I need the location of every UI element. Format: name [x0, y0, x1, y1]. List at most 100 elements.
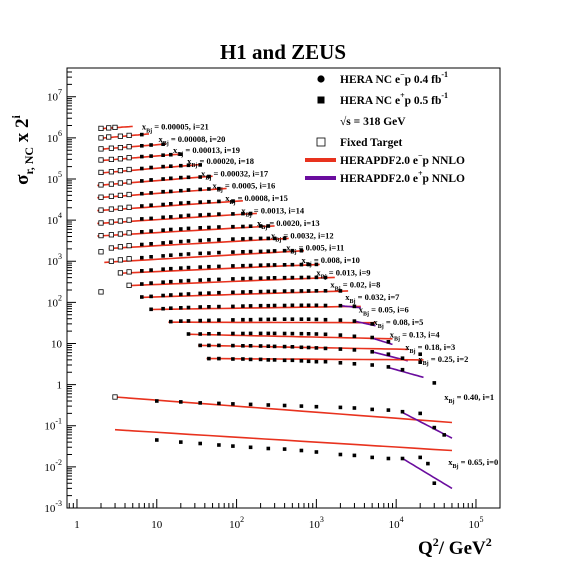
hera-point [169, 176, 173, 181]
fixed-target-point [106, 134, 112, 140]
hera-point [314, 332, 319, 336]
hera-point [169, 306, 173, 310]
hera-point [314, 289, 319, 293]
hera-point [140, 204, 144, 208]
fixed-target-point [117, 244, 123, 250]
hera-point [290, 248, 295, 253]
hera-point [248, 249, 253, 254]
hera-point [231, 199, 235, 203]
hera-point [140, 132, 144, 137]
hera-point [241, 304, 245, 308]
hera-point [266, 276, 271, 280]
hera-point [266, 249, 271, 253]
hera-point [198, 401, 202, 405]
hera-point [231, 224, 235, 229]
hera-point [370, 350, 374, 354]
hera-point [207, 264, 211, 269]
hera-point [198, 175, 202, 179]
hera-point [290, 317, 295, 321]
fixed-target-point [108, 156, 114, 162]
hera-point [266, 446, 271, 451]
hera-point [179, 152, 183, 156]
x-tick-label: 10 [151, 519, 163, 531]
hera-point [161, 164, 165, 169]
hera-point [418, 455, 422, 460]
fixed-target-point [98, 146, 104, 152]
hera-point [418, 360, 422, 364]
hera-point [290, 275, 295, 280]
hera-point [370, 407, 374, 412]
hera-point [179, 306, 183, 310]
fixed-target-point [108, 181, 114, 187]
hera-point [282, 303, 287, 308]
hera-point [258, 331, 263, 336]
legend-marker-open-square [316, 137, 326, 147]
hera-point [161, 254, 165, 258]
hera-point [426, 461, 430, 466]
hera-point [217, 186, 221, 191]
hera-point [179, 188, 183, 193]
y-tick-label: 102 [47, 293, 62, 309]
hera-point [432, 481, 437, 485]
hera-point [314, 317, 319, 322]
fixed-target-point [98, 182, 104, 188]
hera-point [231, 250, 235, 254]
hera-point [231, 277, 235, 281]
fixed-target-point [117, 192, 123, 198]
hera-point [338, 318, 343, 322]
hera-point [370, 322, 374, 326]
fit-em-bin-7 [140, 290, 349, 299]
hera-point [169, 215, 173, 219]
hera-point [149, 191, 153, 195]
hera-point [299, 303, 304, 308]
fixed-target-point [126, 217, 132, 223]
fixed-target-point [108, 193, 114, 199]
fixed-target-point [98, 220, 104, 226]
hera-point [248, 304, 253, 308]
hera-point [169, 319, 173, 324]
hera-point [338, 303, 343, 308]
fixed-target-point [98, 207, 104, 213]
hera-point [290, 358, 295, 363]
fixed-target-point [126, 242, 132, 249]
fixed-target-point [108, 245, 114, 251]
hera-point [352, 453, 357, 458]
hera-point [400, 356, 405, 360]
bin-label-5: xBj = 0.08, i=5 [374, 317, 424, 330]
hera-point [266, 331, 271, 336]
hera-point [169, 189, 173, 194]
hera-point [179, 163, 183, 168]
fit-em-bin-5 [168, 321, 376, 324]
hera-point [231, 212, 235, 216]
fit-em-bin-11 [108, 237, 289, 250]
hera-point [231, 331, 235, 336]
bin-label-21: xBj = 0.00005, i=21 [142, 121, 209, 134]
hera-point [149, 268, 153, 272]
hera-point [198, 226, 202, 230]
hera-point [248, 263, 253, 268]
hera-point [217, 237, 221, 242]
hera-point [198, 238, 202, 243]
hera-point [161, 306, 165, 311]
hera-point [241, 237, 245, 241]
fixed-target-point [126, 191, 132, 198]
hera-point [314, 450, 319, 454]
hera-point [282, 447, 287, 451]
hera-point [258, 289, 263, 294]
hera-point [352, 362, 357, 366]
hera-point [299, 262, 304, 267]
hera-point [314, 303, 319, 308]
hera-point [258, 236, 263, 241]
y-tick-label: 104 [47, 211, 62, 227]
hera-point [241, 317, 245, 322]
fit-em-bin-4 [187, 333, 393, 340]
hera-point [161, 142, 165, 146]
hera-point [266, 289, 271, 294]
hera-point [186, 278, 191, 283]
hera-point [179, 201, 183, 205]
hera-point [314, 262, 319, 267]
hera-point [217, 343, 221, 348]
fixed-target-point [126, 155, 132, 161]
hera-point [161, 189, 165, 194]
bin-label-8: xBj = 0.02, i=8 [330, 279, 380, 292]
